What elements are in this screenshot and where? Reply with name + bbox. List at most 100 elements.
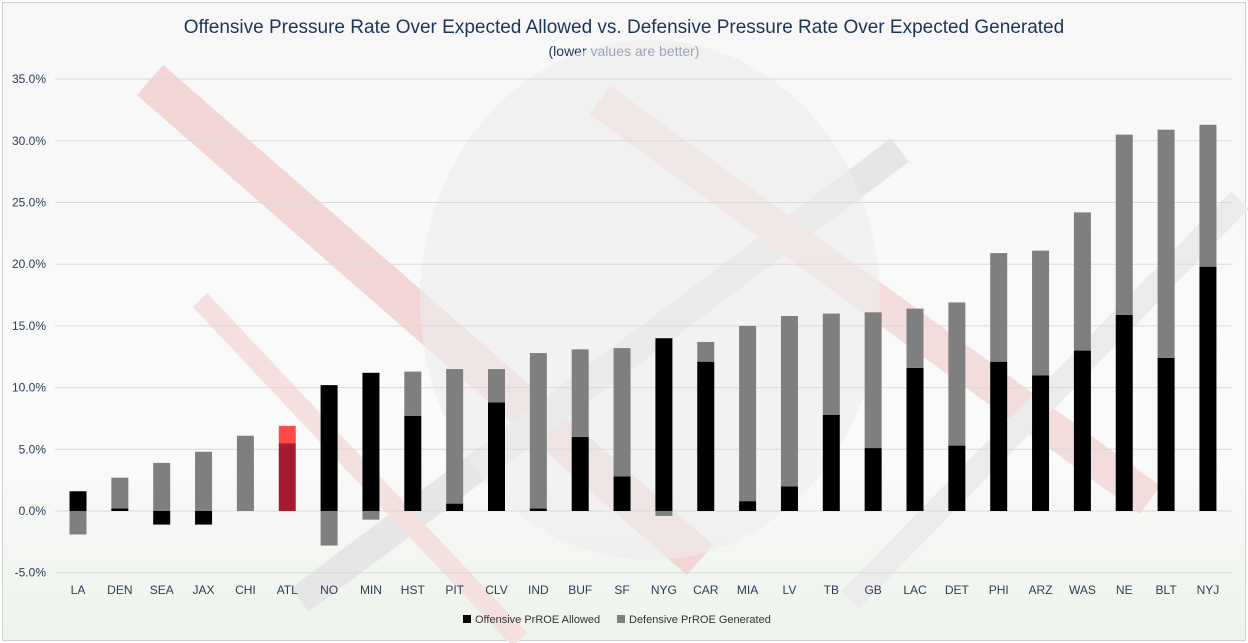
bar-defense-buf — [571, 349, 589, 437]
bar-offense-gb — [864, 448, 882, 511]
x-tick-label: NE — [1116, 583, 1133, 597]
bar-offense-min — [362, 372, 380, 511]
bar-defense-min — [362, 511, 380, 520]
bar-offense-hst — [404, 415, 422, 511]
bar-defense-det — [948, 302, 966, 446]
legend-label-offense: Offensive PrROE Allowed — [475, 614, 600, 626]
bar-offense-ind — [529, 508, 547, 511]
legend-swatch-offense — [463, 615, 471, 623]
bar-offense-ne — [1115, 314, 1133, 511]
x-tick-label: LV — [783, 583, 797, 597]
bar-defense-sf — [613, 348, 631, 477]
bar-defense-nyj — [1199, 124, 1217, 267]
bar-defense-tb — [822, 313, 840, 415]
bar-offense-was — [1073, 350, 1091, 511]
bar-defense-sea — [153, 462, 171, 511]
bar-offense-la — [69, 491, 87, 511]
bar-defense-jax — [195, 451, 213, 511]
x-tick-label: GB — [864, 583, 881, 597]
bar-defense-phi — [990, 253, 1008, 362]
y-tick-label: 15.0% — [12, 319, 46, 333]
bar-offense-det — [948, 445, 966, 511]
bar-defense-car — [697, 341, 715, 362]
bar-offense-buf — [571, 436, 589, 511]
bar-offense-clv — [488, 402, 505, 511]
bar-offense-sea — [153, 511, 171, 525]
x-tick-label: CAR — [693, 583, 719, 597]
y-tick-label: 5.0% — [19, 442, 47, 456]
x-tick-label: MIA — [737, 583, 758, 597]
y-tick-label: 0.0% — [19, 504, 47, 518]
bar-defense-ind — [529, 353, 547, 509]
x-tick-label: LAC — [903, 583, 927, 597]
y-tick-label: 30.0% — [12, 134, 46, 148]
bar-defense-arz — [1032, 250, 1050, 376]
bar-offense-atl — [278, 443, 296, 511]
bar-offense-arz — [1032, 375, 1050, 511]
y-tick-label: -5.0% — [15, 566, 47, 580]
x-tick-label: LA — [71, 583, 86, 597]
legend: Offensive PrROE Allowed Defensive PrROE … — [463, 614, 771, 626]
x-tick-label: PIT — [445, 583, 464, 597]
bar-offense-lv — [780, 486, 798, 511]
bar-offense-den — [111, 508, 129, 511]
bar-defense-la — [69, 511, 87, 535]
bar-offense-car — [697, 361, 715, 511]
legend-label-defense: Defensive PrROE Generated — [629, 614, 771, 626]
bar-defense-was — [1073, 212, 1091, 351]
x-tick-label: IND — [528, 583, 549, 597]
bar-defense-den — [111, 477, 129, 509]
bar-offense-nyj — [1199, 266, 1217, 511]
x-tick-label: MIN — [360, 583, 382, 597]
bar-offense-phi — [990, 361, 1008, 511]
x-tick-label: CHI — [235, 583, 256, 597]
bar-defense-lac — [906, 308, 924, 368]
bar-defense-hst — [404, 371, 422, 416]
y-tick-label: 35.0% — [12, 72, 46, 86]
bar-offense-nyg — [655, 338, 673, 511]
y-tick-label: 25.0% — [12, 196, 46, 210]
bar-defense-pit — [446, 369, 464, 504]
x-tick-label: JAX — [193, 583, 215, 597]
x-tick-label: DET — [945, 583, 970, 597]
x-tick-label: PHI — [989, 583, 1009, 597]
x-tick-label: HST — [401, 583, 426, 597]
x-tick-label: ARZ — [1029, 583, 1053, 597]
bar-offense-no — [320, 385, 338, 511]
bar-defense-lv — [780, 316, 798, 487]
x-tick-label: NYG — [651, 583, 677, 597]
bar-defense-mia — [739, 325, 757, 502]
bar-defense-blt — [1157, 129, 1175, 358]
x-tick-label: WAS — [1069, 583, 1096, 597]
bar-defense-ne — [1115, 134, 1133, 315]
x-tick-label: SEA — [150, 583, 174, 597]
x-tick-label: BLT — [1156, 583, 1178, 597]
x-tick-label: ATL — [277, 583, 298, 597]
bar-defense-clv — [488, 369, 505, 403]
bar-defense-nyg — [655, 511, 673, 516]
x-tick-label: SF — [614, 583, 629, 597]
x-tick-label: NYJ — [1197, 583, 1220, 597]
x-tick-label: CLV — [485, 583, 507, 597]
x-tick-label: BUF — [568, 583, 592, 597]
legend-swatch-defense — [617, 615, 625, 623]
bar-offense-lac — [906, 367, 924, 511]
y-tick-label: 20.0% — [12, 257, 46, 271]
bar-offense-blt — [1157, 357, 1175, 511]
bar-offense-mia — [739, 501, 757, 511]
bar-defense-gb — [864, 312, 882, 449]
chart-title: Offensive Pressure Rate Over Expected Al… — [183, 17, 1065, 38]
bar-offense-jax — [195, 511, 213, 525]
bar-offense-sf — [613, 476, 631, 511]
bar-defense-no — [320, 511, 338, 546]
bar-defense-chi — [236, 435, 254, 511]
x-tick-label: DEN — [107, 583, 132, 597]
bar-defense-atl — [278, 425, 296, 444]
x-tick-label: TB — [824, 583, 839, 597]
y-tick-label: 10.0% — [12, 381, 46, 395]
background-stroke — [192, 293, 528, 643]
bar-offense-tb — [822, 414, 840, 511]
x-tick-label: NO — [320, 583, 338, 597]
bar-offense-pit — [446, 503, 464, 511]
